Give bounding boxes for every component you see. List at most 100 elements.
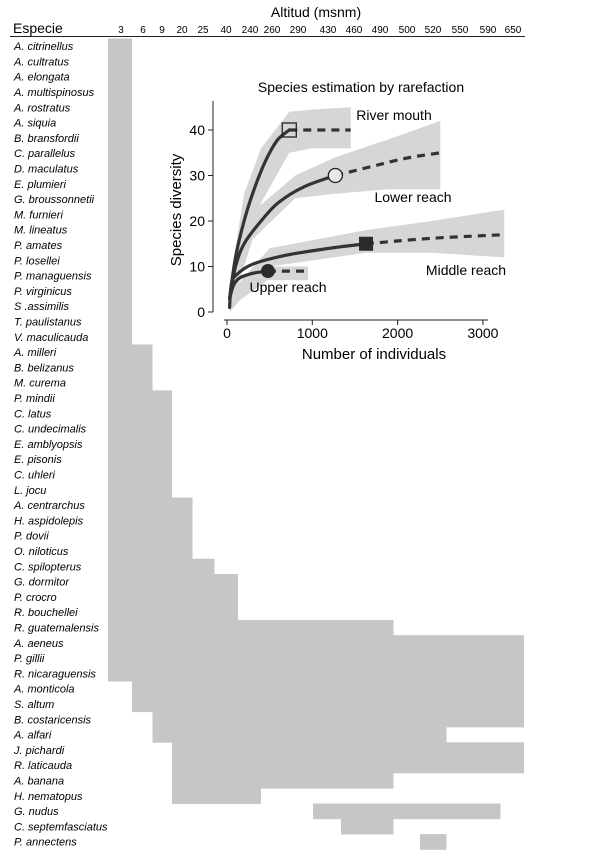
interpolated-curve <box>228 269 270 300</box>
range-bar <box>420 834 447 850</box>
range-bar <box>108 390 172 407</box>
x-tick-label: 1000 <box>297 325 328 341</box>
range-bar <box>132 696 524 713</box>
altitude-tick: 6 <box>140 25 146 36</box>
species-label: T. paulistanus <box>14 317 82 329</box>
range-bar <box>108 589 238 605</box>
range-bar <box>108 115 132 131</box>
range-bar <box>172 757 524 774</box>
altitude-tick: 260 <box>264 25 281 36</box>
range-bar <box>172 742 524 758</box>
species-label: C. undecimalis <box>14 424 87 436</box>
species-label: P. crocro <box>14 592 57 604</box>
species-label: A. aeneus <box>13 638 64 650</box>
species-label: J. pichardi <box>13 745 65 757</box>
series-label: Lower reach <box>374 189 451 205</box>
x-tick-label: 0 <box>223 325 231 341</box>
range-bar <box>108 130 132 146</box>
range-bar <box>108 298 132 315</box>
range-bar <box>108 283 132 299</box>
species-label: A. rostratus <box>13 102 71 114</box>
range-bar <box>108 99 132 116</box>
species-label: P. mindii <box>14 393 55 405</box>
species-label: O. niloticus <box>14 546 69 558</box>
altitude-tick: 430 <box>320 25 337 36</box>
range-bar <box>108 69 132 85</box>
species-label: M. lineatus <box>14 225 68 237</box>
species-label: E. pisonis <box>14 454 62 466</box>
altitude-tick: 240 <box>242 25 259 36</box>
range-bar <box>108 466 172 483</box>
range-bar <box>108 650 524 667</box>
altitude-tick: 590 <box>480 25 497 36</box>
species-label: P. losellei <box>14 255 60 267</box>
species-label: A. monticola <box>13 684 75 696</box>
range-bar <box>108 84 132 101</box>
altitude-tick: 3 <box>118 25 124 36</box>
range-bar <box>108 497 193 514</box>
altitude-tick: 500 <box>399 25 416 36</box>
altitude-tick: 460 <box>346 25 363 36</box>
species-label: A. milleri <box>13 347 57 359</box>
species-label: V. maculicauda <box>14 332 88 344</box>
species-label: H. nematopus <box>14 791 83 803</box>
y-tick-label: 0 <box>197 304 205 320</box>
confidence-band <box>229 209 505 312</box>
inset-title: Species estimation by rarefaction <box>258 79 464 95</box>
species-label: G. nudus <box>14 806 59 818</box>
altitude-tick: 25 <box>197 25 209 36</box>
range-bar <box>108 375 153 391</box>
range-bar <box>108 512 193 529</box>
range-bar <box>108 206 132 223</box>
y-tick-label: 10 <box>189 259 205 275</box>
range-bar <box>108 222 132 238</box>
extrapolated-curve <box>334 151 441 178</box>
species-label: P. annectens <box>14 837 77 849</box>
range-bar <box>108 268 132 284</box>
range-bar <box>108 53 132 70</box>
species-label: A. citrinellus <box>13 41 74 53</box>
species-label: P. amates <box>14 240 63 252</box>
species-label: P. dovii <box>14 531 49 543</box>
series-label: Middle reach <box>426 262 506 278</box>
altitude-range-bars <box>108 38 524 850</box>
species-label: E. amblyopsis <box>14 439 83 451</box>
species-label: H. aspidolepis <box>14 515 84 527</box>
species-label: A. alfari <box>13 730 52 742</box>
species-label: R. bouchellei <box>14 607 78 619</box>
altitude-axis-title: Altitud (msnm) <box>271 4 361 20</box>
inset-y-axis-label: Species diversity <box>168 153 185 266</box>
range-bar <box>108 252 132 269</box>
species-label: A. banana <box>13 776 64 788</box>
interpolated-curve <box>228 173 337 300</box>
species-label: L. jocu <box>14 485 46 497</box>
interpolated-curve <box>228 128 291 300</box>
observed-marker <box>281 122 297 138</box>
species-label: B. bransfordii <box>14 133 79 145</box>
species-label: A. siquia <box>13 118 56 130</box>
range-bar <box>108 482 172 498</box>
species-label: G. broussonnetii <box>14 194 95 206</box>
inset-axes <box>212 101 488 321</box>
species-label: G. dormitor <box>14 577 70 589</box>
altitude-tick: 290 <box>290 25 307 36</box>
species-label: M. curema <box>14 378 66 390</box>
species-label: C. uhleri <box>14 470 56 482</box>
species-label: B. belizanus <box>14 362 74 374</box>
x-tick-label: 3000 <box>467 325 498 341</box>
altitude-tick: 520 <box>425 25 442 36</box>
species-label: R. nicaraguensis <box>14 668 96 680</box>
species-label: R. guatemalensis <box>14 623 99 635</box>
species-label: E. plumieri <box>14 179 67 191</box>
species-label: C. parallelus <box>14 148 76 160</box>
range-bar <box>108 145 132 162</box>
species-labels: A. citrinellus A. cultratus A. elongata A. … <box>13 41 108 849</box>
range-bar <box>108 405 172 422</box>
altitude-tick: 650 <box>505 25 522 36</box>
observed-marker <box>359 236 374 251</box>
range-bar <box>313 803 501 820</box>
series-label: River mouth <box>356 107 431 123</box>
species-label: P. gillii <box>14 653 45 665</box>
range-bar <box>108 313 132 330</box>
